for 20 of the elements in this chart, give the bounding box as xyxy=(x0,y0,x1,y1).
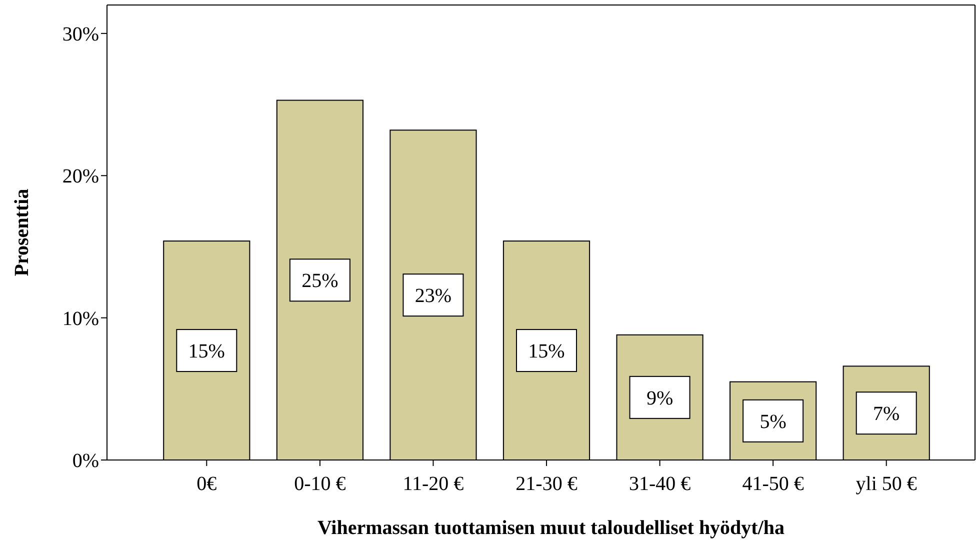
data-label: 25% xyxy=(302,270,338,292)
data-label: 15% xyxy=(188,340,225,363)
x-tick-label: 0€ xyxy=(196,473,217,495)
y-tick-label: 0% xyxy=(72,450,99,472)
y-axis-title: Prosenttia xyxy=(11,188,33,276)
y-tick-label: 20% xyxy=(62,166,99,188)
x-tick-label: 21-30 € xyxy=(516,473,578,495)
x-tick-label: 31-40 € xyxy=(628,473,691,495)
x-tick-label: 11-20 € xyxy=(402,473,464,495)
data-label: 7% xyxy=(873,403,900,426)
x-axis-title: Vihermassan tuottamisen muut taloudelliset hyödyt/ha xyxy=(317,517,785,539)
x-tick-label: yli 50 € xyxy=(856,473,917,495)
y-tick-label: 10% xyxy=(62,308,99,330)
x-tick-label: 0-10 € xyxy=(294,473,346,495)
data-label: 9% xyxy=(646,387,674,410)
data-label: 23% xyxy=(414,285,452,308)
y-tick-label: 30% xyxy=(62,23,99,46)
data-label: 15% xyxy=(528,340,565,363)
data-label: 5% xyxy=(760,410,786,433)
x-tick-label: 41-50 € xyxy=(742,473,804,495)
